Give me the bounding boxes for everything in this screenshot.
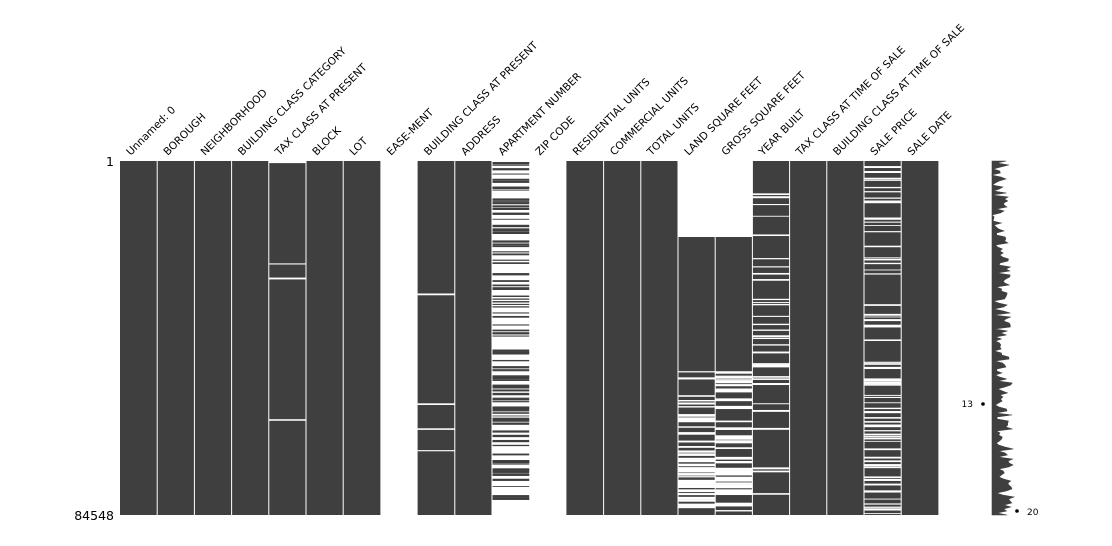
sparkline-max-marker (1015, 509, 1019, 513)
matrix-column-building-class-at-time-of-sale (826, 161, 864, 515)
matrix-column-building-class-category (231, 161, 269, 515)
matrix-column-building-class-at-present (417, 161, 455, 515)
matrix-column-total-units (640, 161, 678, 515)
matrix-column-lot (342, 161, 381, 515)
column-label-block: BLOCK (310, 124, 344, 158)
matrix-column-tax-class-at-present (268, 161, 306, 515)
column-label-building-class-at-time-of-sale: BUILDING CLASS AT TIME OF SALE (831, 22, 967, 158)
matrix-column-land-square-feet (677, 161, 716, 515)
sparkline-min-marker (981, 402, 985, 406)
matrix-column-residential-units (566, 161, 604, 515)
matrix-column-apartment-number (491, 161, 530, 515)
matrix-column-sale-price (863, 161, 902, 515)
matrix-column-sale-date (900, 161, 939, 515)
sparkline (981, 160, 1019, 516)
column-label-lot: LOT (347, 135, 370, 158)
sparkline-min-label: 13 (962, 400, 973, 410)
matrix-column-block (305, 161, 344, 515)
sparkline-shape (991, 160, 1016, 516)
row-label-first: 1 (106, 154, 114, 169)
matrix-column-address (454, 161, 492, 515)
matrix-column-tax-class-at-time-of-sale (789, 161, 827, 515)
matrix-column-gross-square-feet (714, 161, 753, 515)
matrix-area (120, 161, 939, 515)
matrix-column-neighborhood (193, 161, 232, 515)
matrix-column-unnamed-0 (120, 161, 158, 515)
matrix-column-year-built (751, 161, 790, 515)
matrix-column-commercial-units (603, 161, 641, 515)
matrix-column-borough (156, 161, 195, 515)
sparkline-max-label: 20 (1027, 508, 1039, 518)
row-label-last: 84548 (74, 508, 114, 523)
column-label-neighborhood: NEIGHBORHOOD (199, 87, 270, 158)
